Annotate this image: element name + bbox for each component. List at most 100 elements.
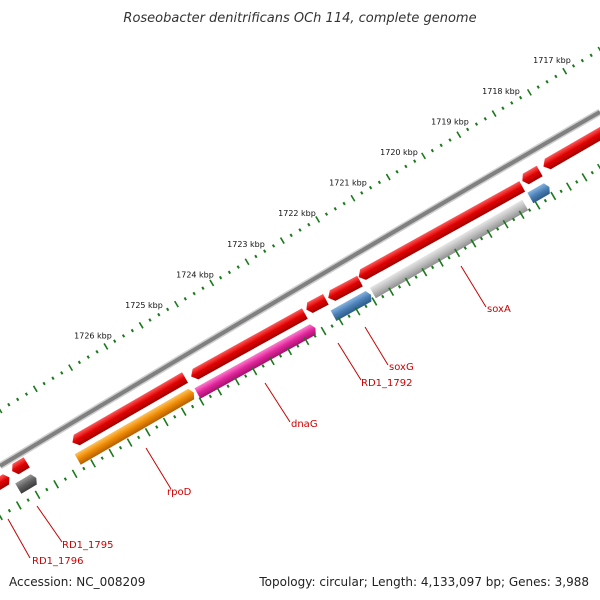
- scale-minor-tick: [466, 127, 470, 132]
- scale-minor-tick: [589, 53, 593, 58]
- scale-major-tick: [68, 364, 74, 372]
- gene-feature[interactable]: [540, 124, 600, 172]
- gene-feature[interactable]: [325, 275, 363, 303]
- scale-minor-tick: [183, 297, 187, 301]
- gene-feature-rd1-1795[interactable]: [15, 473, 39, 494]
- scale-minor-tick: [278, 354, 283, 358]
- scale-minor-tick: [26, 498, 30, 502]
- gene-feature-rd1-1792[interactable]: [304, 294, 329, 315]
- scale-minor-tick: [571, 64, 576, 68]
- scale-major-tick: [268, 356, 275, 366]
- kbp-tick-label: 1725 kbp: [125, 301, 163, 310]
- scale-major-tick: [354, 306, 361, 316]
- gene-feature[interactable]: [188, 308, 308, 382]
- scale-major-tick: [565, 182, 572, 191]
- scale-minor-tick: [430, 265, 435, 270]
- scale-minor-tick: [518, 95, 523, 100]
- scale-minor-tick: [100, 456, 104, 460]
- scale-minor-tick: [192, 291, 196, 296]
- gene-feature[interactable]: [0, 472, 13, 491]
- scale-minor-tick: [575, 180, 579, 184]
- kbp-tick-label: 1723 kbp: [227, 240, 265, 249]
- scale-minor-tick: [527, 208, 532, 212]
- scale-major-tick: [371, 297, 378, 306]
- scale-minor-tick: [397, 284, 402, 289]
- scale-major-tick: [502, 219, 509, 229]
- scale-minor-tick: [483, 117, 487, 121]
- gene-label-rpod: rpoD: [167, 487, 192, 498]
- forward-strand-track: [0, 124, 600, 491]
- scale-minor-tick: [545, 79, 549, 84]
- kbp-tick-label: 1724 kbp: [176, 270, 214, 279]
- scale-minor-tick: [510, 101, 514, 105]
- scale-minor-tick: [413, 159, 417, 163]
- gene-feature[interactable]: [9, 457, 30, 476]
- accession-text: Accession: NC_008209: [9, 575, 145, 589]
- scale-major-tick: [597, 46, 600, 52]
- scale-minor-tick: [227, 270, 232, 275]
- scale-minor-tick: [271, 244, 276, 248]
- gene-label-dnag: dnaG: [291, 419, 318, 430]
- scale-minor-tick: [218, 275, 223, 280]
- gene-feature[interactable]: [527, 182, 552, 204]
- scale-major-tick: [0, 514, 3, 521]
- scale-minor-tick: [479, 236, 484, 241]
- scale-minor-tick: [368, 185, 373, 190]
- scale-minor-tick: [360, 191, 364, 195]
- gene-label-soxa: soxA: [487, 304, 511, 315]
- gene-labels: soxA soxG RD1_1792 dnaG rpoD RD1_1795 RD…: [32, 304, 511, 567]
- scale-minor-tick: [208, 394, 212, 399]
- scale-minor-tick: [7, 508, 12, 513]
- kbp-tick-label: 1717 kbp: [533, 56, 571, 65]
- scale-minor-tick: [63, 477, 68, 481]
- map-title: Roseobacter denitrificans OCh 114, compl…: [123, 11, 476, 26]
- scale-minor-tick: [430, 148, 434, 153]
- scale-major-tick: [198, 397, 205, 406]
- gene-label-rd1-1792: RD1_1792: [361, 378, 412, 389]
- kbp-tick-label: 1718 kbp: [482, 87, 520, 96]
- scale-major-tick: [34, 490, 41, 500]
- scale-minor-tick: [296, 344, 300, 348]
- scale-major-tick: [216, 386, 223, 396]
- gene-feature[interactable]: [519, 165, 543, 186]
- scale-minor-tick: [559, 189, 563, 194]
- scale-minor-tick: [113, 339, 117, 343]
- scale-major-tick: [518, 210, 525, 220]
- scale-minor-tick: [254, 254, 258, 259]
- kbp-scale: 1717 kbp 1718 kbp 1719 kbp 1720 kbp 1721 kbp…: [0, 46, 600, 414]
- gene-feature[interactable]: [356, 181, 526, 282]
- gene-label-rd1-1795: RD1_1795: [62, 540, 113, 551]
- scale-minor-tick: [342, 201, 346, 206]
- scale-major-tick: [233, 376, 240, 386]
- scale-minor-tick: [463, 246, 467, 250]
- scale-major-tick: [162, 417, 169, 427]
- scale-minor-tick: [148, 318, 152, 322]
- label-leaders: [7, 265, 487, 559]
- genome-summary-text: Topology: circular; Length: 4,133,097 bp…: [258, 575, 589, 589]
- gene-feature[interactable]: [69, 372, 189, 447]
- scale-minor-tick: [364, 304, 368, 309]
- scale-minor-tick: [448, 138, 452, 142]
- scale-minor-tick: [474, 122, 479, 126]
- scale-major-tick: [454, 248, 461, 258]
- scale-major-tick: [286, 346, 293, 356]
- gene-feature-soxg[interactable]: [330, 290, 374, 321]
- gene-feature-rpod[interactable]: [74, 387, 197, 465]
- scale-minor-tick: [381, 294, 385, 299]
- gene-label-rd1-1796: RD1_1796: [32, 556, 83, 567]
- scale-minor-tick: [60, 371, 64, 375]
- scale-minor-tick: [298, 228, 302, 232]
- scale-minor-tick: [377, 180, 382, 185]
- scale-minor-tick: [77, 360, 82, 365]
- gene-feature-dnag[interactable]: [194, 323, 318, 399]
- scale-minor-tick: [244, 374, 248, 378]
- gene-feature-soxa[interactable]: [369, 199, 529, 299]
- reverse-strand-track: [15, 182, 552, 494]
- scale-major-tick: [581, 173, 588, 182]
- scale-major-tick: [144, 427, 151, 437]
- scale-minor-tick: [580, 58, 584, 63]
- scale-minor-tick: [42, 381, 46, 386]
- scale-minor-tick: [201, 286, 205, 291]
- scale-minor-tick: [166, 307, 170, 312]
